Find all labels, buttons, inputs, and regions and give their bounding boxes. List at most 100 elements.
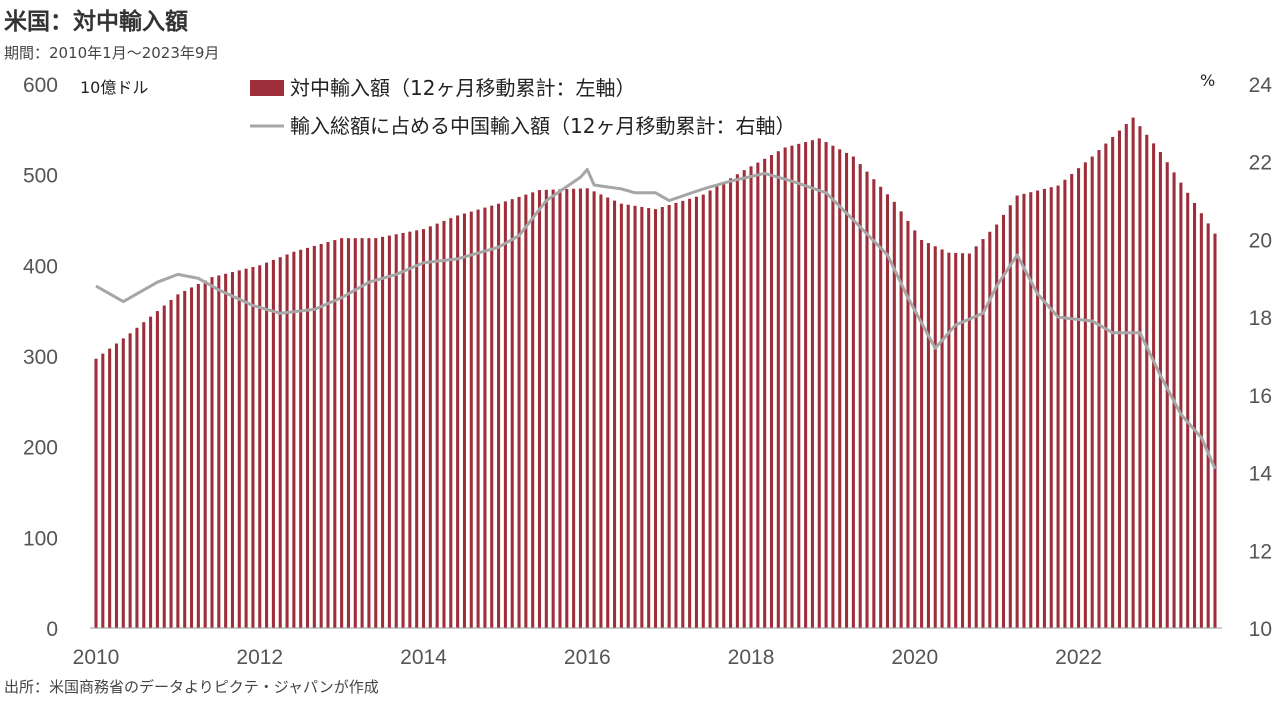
bar-mark [394,234,398,628]
bar-mark [913,230,917,628]
bar-mark [435,223,439,628]
bar-mark [1138,126,1142,628]
left-axis-tick-label: 400 [23,255,58,278]
bar-mark [1070,173,1074,628]
bar-mark [995,224,999,628]
bar-mark [551,189,555,628]
bar-mark [251,267,255,628]
bar-mark [203,280,207,628]
bar-mark [456,215,460,628]
bar-mark [428,226,432,628]
bar-mark [1022,193,1026,629]
bar-mark [1015,195,1019,628]
bar-mark [981,239,985,629]
right-axis-tick-label: 20 [1249,229,1272,252]
bar-mark [790,145,794,628]
bar-mark [763,158,767,629]
bar-mark [319,243,323,628]
bar-mark [1097,150,1101,629]
right-axis-tick-label: 10 [1249,618,1272,641]
bar-series [94,117,1217,629]
x-axis-tick-label: 2010 [73,646,120,669]
bar-mark [442,220,446,628]
bar-mark [176,294,180,628]
bar-mark [565,189,569,629]
bar-mark [1049,187,1053,628]
bar-mark [797,143,801,628]
bar-mark [974,246,978,629]
bar-mark [340,238,344,628]
bar-mark [189,287,194,628]
bar-mark [1117,130,1122,629]
bar-mark [121,338,125,628]
bar-mark [387,235,391,629]
source-note: 出所：米国商務省のデータよりピクテ・ジャパンが作成 [4,678,379,696]
bar-mark [415,230,419,629]
bar-mark [619,203,623,628]
bar-mark [517,196,521,628]
legend-label: 対中輸入額（12ヶ月移動累計：左軸） [290,76,635,100]
bar-mark [155,311,159,628]
bar-mark [449,218,453,628]
bar-mark [101,353,105,628]
bar-mark [1056,185,1060,629]
left-axis-tick-label: 100 [23,527,58,550]
bar-mark [831,145,835,628]
bar-mark [954,252,958,628]
bar-mark [578,188,582,628]
bar-mark [401,232,405,628]
bar-mark [1131,117,1135,629]
bar-mark [613,200,617,628]
bar-mark [742,170,746,628]
left-axis-tick-label: 200 [23,437,58,460]
bar-mark [271,259,275,628]
bar-mark [374,238,378,628]
bar-mark [108,348,112,628]
legend: 対中輸入額（12ヶ月移動累計：左軸） 輸入総額に占める中国輸入額（12ヶ月移動累計… [250,76,795,138]
bar-mark [299,249,303,629]
bar-mark [497,203,501,628]
bar-mark [1206,223,1210,628]
bar-mark [537,190,542,628]
bar-mark [729,178,733,629]
bar-mark [265,262,269,628]
bar-mark [817,138,821,628]
bar-mark [640,206,644,628]
bar-mark [135,327,139,628]
bar-mark [367,238,371,628]
bar-mark [688,198,692,628]
bar-mark [776,151,780,629]
legend-label: 輸入総額に占める中国輸入額（12ヶ月移動累計：右軸） [290,114,795,138]
bar-mark [346,238,350,628]
bar-mark [94,358,98,628]
bar-mark [1152,143,1156,628]
x-axis-tick-label: 2022 [1055,646,1102,669]
left-axis-tick-label: 0 [46,618,58,641]
bar-mark [1145,134,1149,628]
bar-mark [756,162,760,628]
bar-mark [333,240,337,628]
right-axis-tick-label: 12 [1249,540,1272,563]
bar-mark [872,179,876,628]
bar-mark [149,316,153,628]
bar-mark [1186,192,1190,629]
bar-mark [1158,152,1162,628]
bar-mark [660,207,664,629]
bar-mark [947,252,951,628]
bar-mark [838,149,842,628]
bar-mark [210,277,214,628]
bar-mark [892,201,896,628]
bar-mark [606,197,610,628]
bar-mark [701,194,705,629]
right-axis-tick-label: 22 [1249,152,1272,175]
bar-mark [162,305,166,628]
bar-mark [524,194,528,629]
bar-mark [544,189,548,628]
bar-mark [142,322,146,628]
bar-mark [1036,190,1040,628]
bar-mark [988,231,992,629]
bar-mark [681,200,685,628]
bar-mark [224,273,228,628]
bar-mark [510,199,514,628]
bar-mark [783,147,787,628]
